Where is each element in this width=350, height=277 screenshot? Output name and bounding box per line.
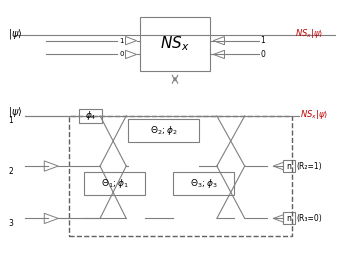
Text: (R₃=0): (R₃=0) (296, 214, 322, 223)
Text: $|\psi\rangle$: $|\psi\rangle$ (8, 105, 23, 119)
Bar (283, 160, 295, 172)
Text: 1: 1 (260, 36, 265, 45)
Text: 0: 0 (119, 52, 124, 57)
Bar (173, 172, 234, 195)
Text: $NS_x|\psi\rangle$: $NS_x|\psi\rangle$ (300, 108, 328, 121)
Text: $NS_x|\psi\rangle$: $NS_x|\psi\rangle$ (295, 27, 323, 40)
Bar (128, 119, 200, 142)
Bar (283, 212, 295, 224)
Bar (84, 172, 145, 195)
Text: 1: 1 (8, 116, 13, 125)
Text: $\phi_4$: $\phi_4$ (85, 109, 96, 122)
Text: 0: 0 (260, 50, 265, 59)
Bar (79, 109, 102, 122)
Text: $\Theta_3; \phi_3$: $\Theta_3; \phi_3$ (190, 177, 218, 190)
Text: $\Theta_2; \phi_2$: $\Theta_2; \phi_2$ (150, 124, 177, 137)
Text: 2: 2 (8, 166, 13, 176)
Text: $\Theta_1; \phi_1$: $\Theta_1; \phi_1$ (101, 177, 129, 190)
Text: $NS_x$: $NS_x$ (160, 35, 190, 53)
Text: $|\psi\rangle$: $|\psi\rangle$ (8, 27, 22, 41)
Text: 3: 3 (8, 219, 13, 228)
Text: n: n (286, 161, 291, 171)
Bar (69, 116, 292, 236)
Text: 1: 1 (119, 38, 124, 44)
Text: n: n (286, 214, 291, 223)
Text: (R₂=1): (R₂=1) (296, 161, 322, 171)
Bar (140, 17, 210, 71)
